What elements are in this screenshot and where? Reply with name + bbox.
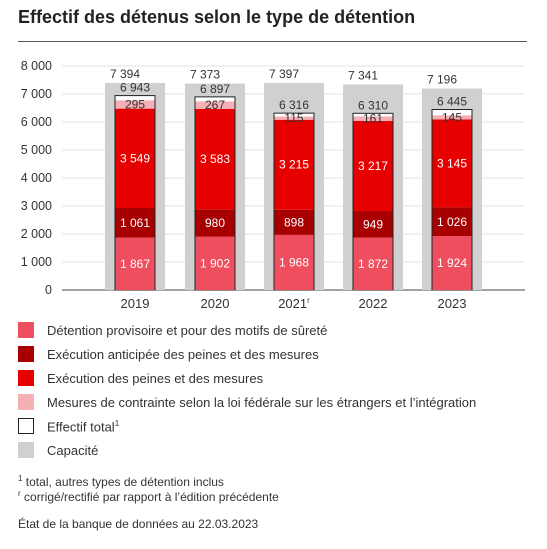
legend-label: Capacité <box>47 443 99 458</box>
bar-segment <box>274 116 314 120</box>
legend-swatch <box>18 442 34 458</box>
bar-data-label: 1 902 <box>200 256 230 270</box>
correction-mark: r <box>307 296 310 305</box>
y-tick-label: 2 000 <box>21 227 52 241</box>
capacity-data-label: 7 394 <box>110 67 140 81</box>
bar-data-label: 1 026 <box>437 215 467 229</box>
y-tick-label: 3 000 <box>21 199 52 213</box>
x-tick-label: 2021r <box>278 296 310 311</box>
bar-data-label: 161 <box>363 112 383 126</box>
bar-data-label: 3 215 <box>279 158 309 172</box>
bar-data-label: 898 <box>284 215 304 229</box>
capacity-data-label: 7 373 <box>190 68 220 82</box>
bar-data-label: 3 145 <box>437 156 467 170</box>
legend-swatch <box>18 370 34 386</box>
capacity-data-label: 7 341 <box>348 68 378 82</box>
legend-swatch <box>18 418 34 434</box>
legend-label: Effectif total1 <box>47 419 120 435</box>
bar-data-label: 1 924 <box>437 256 467 270</box>
bar-data-label: 980 <box>205 216 225 230</box>
data-source-note: État de la banque de données au 22.03.20… <box>18 517 259 531</box>
legend-swatch <box>18 322 34 338</box>
stacked-bar-chart: 0 1 000 2 000 3 000 4 000 5 000 6 000 7 000 8 00… <box>21 59 525 311</box>
x-tick-label: 2023 <box>438 296 467 311</box>
bar-data-label: 295 <box>125 98 145 112</box>
y-tick-label: 1 000 <box>21 255 52 269</box>
x-tick-label: 2020 <box>201 296 230 311</box>
bar-data-label: 145 <box>442 110 462 124</box>
bar-segment <box>195 101 235 109</box>
bar-segment <box>353 237 393 290</box>
bar-segment <box>432 236 472 290</box>
x-tick-label: 2019 <box>121 296 150 311</box>
total-data-label: 6 943 <box>120 81 150 95</box>
bar-segment <box>115 100 155 109</box>
bar-data-label: 1 968 <box>279 255 309 269</box>
legend-label: Exécution anticipée des peines et des me… <box>47 347 319 362</box>
bar-segment <box>274 234 314 290</box>
y-tick-label: 0 <box>45 283 52 297</box>
bar-segment <box>432 207 472 237</box>
bar-data-label: 3 583 <box>200 152 230 166</box>
bar-segment <box>432 115 472 120</box>
legend-swatch <box>18 394 34 410</box>
bar-segment <box>195 108 235 210</box>
bar-data-label: 267 <box>205 98 225 112</box>
total-data-label: 6 445 <box>437 95 467 109</box>
capacity-data-label: 7 397 <box>269 67 299 81</box>
bar-segment <box>353 120 393 212</box>
bar-segment <box>274 209 314 235</box>
bar-data-label: 3 549 <box>120 151 150 165</box>
x-tick-label: 2022 <box>359 296 388 311</box>
capacity-data-label: 7 196 <box>427 73 457 87</box>
legend-label: Détention provisoire et pour des motifs … <box>47 323 328 338</box>
bar-segment <box>195 236 235 290</box>
footnote-corrected: r corrigé/rectifié par rapport à l’éditi… <box>18 489 279 504</box>
bar-segment <box>115 237 155 290</box>
bar-segment <box>432 119 472 208</box>
bar-segment <box>353 116 393 121</box>
y-tick-label: 7 000 <box>21 87 52 101</box>
bar-data-label: 949 <box>363 217 383 231</box>
total-data-label: 6 316 <box>279 98 309 112</box>
bar-data-label: 1 061 <box>120 216 150 230</box>
bar-data-label: 1 867 <box>120 257 150 271</box>
chart-title: Effectif des détenus selon le type de dé… <box>18 7 416 27</box>
bar-segment <box>353 211 393 238</box>
legend-label: Mesures de contrainte selon la loi fédér… <box>47 395 477 410</box>
bar-data-label: 1 872 <box>358 257 388 271</box>
total-data-label: 6 310 <box>358 98 388 112</box>
y-tick-label: 4 000 <box>21 171 52 185</box>
title-divider <box>18 41 527 42</box>
legend-label: Exécution des peines et des mesures <box>47 371 264 386</box>
y-tick-label: 8 000 <box>21 59 52 73</box>
bar-segment <box>274 119 314 210</box>
footnote-total: 1 total, autres types de détention inclu… <box>18 474 224 489</box>
bar-data-label: 3 217 <box>358 159 388 173</box>
bar-data-label: 115 <box>284 111 303 125</box>
bar-segment <box>115 108 155 209</box>
bar-segment <box>115 208 155 238</box>
y-tick-label: 5 000 <box>21 143 52 157</box>
y-tick-label: 6 000 <box>21 115 52 129</box>
bar-segment <box>195 209 235 237</box>
legend-swatch <box>18 346 34 362</box>
total-data-label: 6 897 <box>200 82 230 96</box>
